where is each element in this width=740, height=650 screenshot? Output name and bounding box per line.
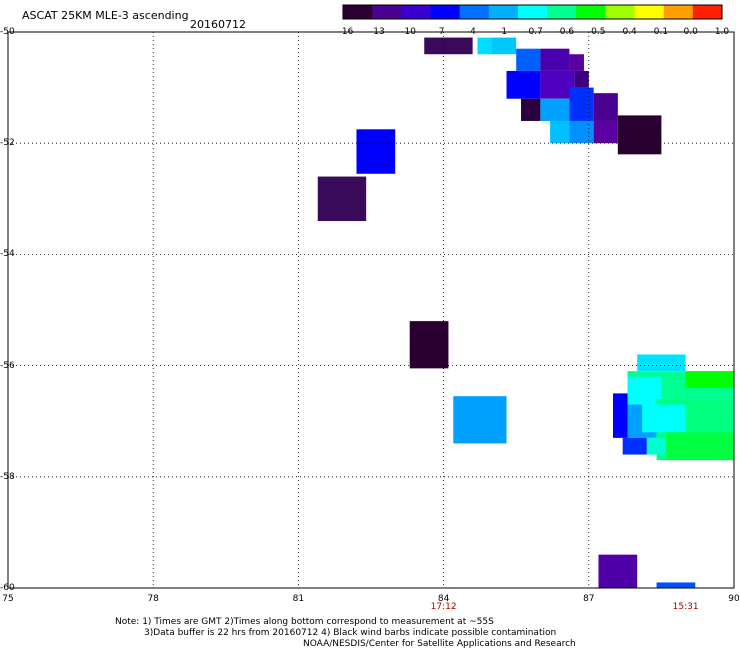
colorbar-segment <box>488 5 519 19</box>
colorbar-label: -0.1 <box>650 27 669 37</box>
wind-cell <box>492 37 517 55</box>
colorbar-label: -0.7 <box>525 27 543 37</box>
colorbar-segment <box>576 5 606 19</box>
wind-cells <box>317 37 734 588</box>
colorbar <box>342 4 723 20</box>
colorbar-frame <box>342 4 723 20</box>
wind-cell <box>506 70 541 99</box>
wind-cell <box>540 98 570 121</box>
wind-cell <box>317 176 367 222</box>
colorbar-label: -0.6 <box>556 27 575 37</box>
wind-cell <box>622 437 647 455</box>
wind-cell <box>409 321 449 369</box>
colorbar-segment <box>401 5 431 19</box>
colorbar-label: -7 <box>435 27 445 37</box>
colorbar-label: -1 <box>498 27 508 37</box>
x-tick-label: 90 <box>728 594 740 604</box>
note-line-3: NOAA/NESDIS/Center for Satellite Applica… <box>303 639 576 649</box>
wind-cell <box>685 371 734 388</box>
colorbar-segment <box>634 5 665 19</box>
wind-cell <box>569 87 594 121</box>
wind-cell <box>540 70 575 99</box>
colorbar-segment <box>343 5 373 19</box>
y-tick-label: -52 <box>0 138 15 149</box>
wind-cell <box>521 98 541 121</box>
wind-cell <box>642 404 686 433</box>
time-label: 17:12 <box>430 602 457 612</box>
colorbar-label: -16 <box>338 27 354 37</box>
colorbar-label: 1.0 <box>714 27 730 37</box>
y-tick-label: -54 <box>0 249 15 260</box>
colorbar-label: 0.0 <box>683 27 698 37</box>
y-tick-label: -56 <box>0 360 15 371</box>
wind-cell <box>574 70 589 88</box>
x-tick-label: 84 <box>437 594 450 604</box>
wind-cell <box>646 437 667 455</box>
colorbar-segment <box>605 5 636 19</box>
wind-cell <box>540 48 570 71</box>
wind-cell <box>637 354 686 372</box>
wind-cell <box>593 120 618 144</box>
x-tick-label: 78 <box>147 594 159 604</box>
colorbar-label: -4 <box>466 27 476 37</box>
wind-cell <box>598 554 638 588</box>
wind-cell <box>550 120 570 144</box>
colorbar-segment <box>372 5 402 19</box>
x-tick-label: 81 <box>292 594 305 604</box>
wind-cell <box>569 54 584 71</box>
colorbar-segment <box>547 5 577 19</box>
wind-cell <box>593 93 618 121</box>
wind-cell <box>424 37 473 55</box>
chart-date: 20160712 <box>190 18 246 31</box>
wind-cell <box>656 582 696 588</box>
y-tick-label: -60 <box>0 583 15 593</box>
colorbar-label: -13 <box>369 27 385 37</box>
x-tick-label: 87 <box>583 594 595 604</box>
wind-cell <box>356 129 396 174</box>
wind-cell <box>613 393 628 438</box>
colorbar-segment <box>663 5 694 19</box>
wind-cell <box>569 120 594 144</box>
wind-cell <box>453 396 507 444</box>
colorbar-segment <box>459 5 490 19</box>
colorbar-segment <box>692 5 723 19</box>
note-line-1: Note: 1) Times are GMT 2)Times along bot… <box>115 617 494 627</box>
y-tick-label: -50 <box>0 27 15 37</box>
note-line-2: 3)Data buffer is 22 hrs from 20160712 4)… <box>144 628 557 638</box>
wind-cell <box>617 115 662 155</box>
time-label: 15:31 <box>672 602 699 612</box>
wind-cell <box>666 432 734 461</box>
colorbar-segment <box>517 5 548 19</box>
colorbar-label: -0.4 <box>619 27 637 37</box>
map-frame <box>7 31 735 589</box>
colorbar-label: -0.5 <box>587 27 606 37</box>
colorbar-segment <box>430 5 461 19</box>
wind-cell <box>627 376 662 405</box>
wind-cell <box>516 48 541 71</box>
chart-title: ASCAT 25KM MLE-3 ascending <box>22 9 189 22</box>
wind-cell <box>477 37 492 55</box>
colorbar-label: -10 <box>401 27 417 37</box>
x-tick-label: 75 <box>2 594 14 604</box>
y-tick-label: -58 <box>0 471 15 482</box>
